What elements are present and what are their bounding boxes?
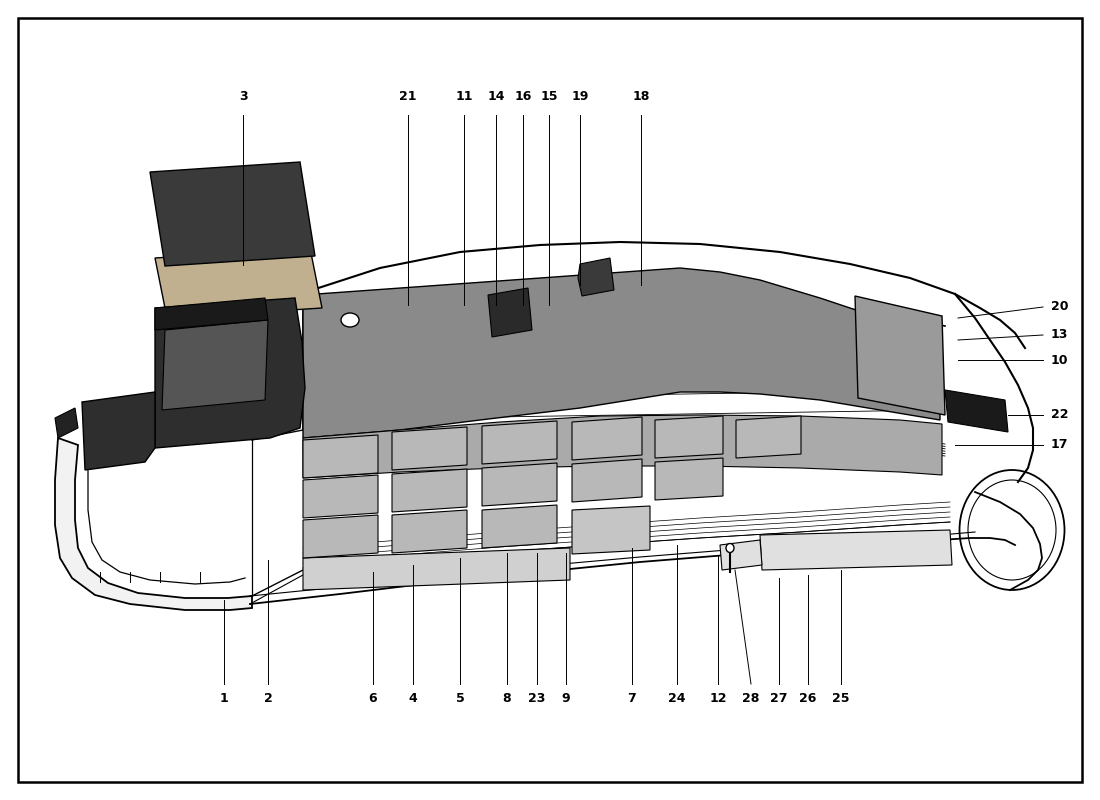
Text: 4: 4 — [408, 692, 417, 705]
Polygon shape — [302, 515, 378, 558]
Text: 2: 2 — [264, 692, 273, 705]
Polygon shape — [82, 392, 155, 470]
Text: 11: 11 — [455, 90, 473, 103]
Polygon shape — [488, 288, 532, 337]
Text: 27: 27 — [770, 692, 788, 705]
Text: 24: 24 — [669, 692, 685, 705]
Polygon shape — [736, 416, 801, 458]
Ellipse shape — [341, 313, 359, 327]
Text: 10: 10 — [1050, 354, 1068, 366]
Text: 26: 26 — [800, 692, 816, 705]
Text: 14: 14 — [487, 90, 505, 103]
Text: 25: 25 — [833, 692, 849, 705]
Polygon shape — [945, 390, 1008, 432]
Text: 18: 18 — [632, 90, 650, 103]
Polygon shape — [155, 298, 268, 330]
Polygon shape — [302, 435, 378, 478]
Text: 19: 19 — [571, 90, 588, 103]
Polygon shape — [55, 438, 252, 610]
Text: 22: 22 — [1050, 409, 1068, 422]
Ellipse shape — [726, 543, 734, 553]
Polygon shape — [654, 416, 723, 458]
Polygon shape — [482, 421, 557, 464]
Polygon shape — [578, 258, 614, 296]
Polygon shape — [150, 162, 315, 266]
Text: 23: 23 — [528, 692, 546, 705]
Text: 3: 3 — [239, 90, 248, 103]
Polygon shape — [572, 417, 642, 460]
Polygon shape — [572, 459, 642, 502]
Text: 13: 13 — [1050, 329, 1068, 342]
Polygon shape — [302, 548, 570, 590]
Polygon shape — [302, 475, 378, 518]
Polygon shape — [720, 540, 762, 570]
Polygon shape — [55, 408, 78, 438]
Text: 5: 5 — [455, 692, 464, 705]
Polygon shape — [392, 469, 468, 512]
Polygon shape — [482, 463, 557, 506]
Text: 1: 1 — [220, 692, 229, 705]
Polygon shape — [855, 296, 945, 415]
Text: 16: 16 — [515, 90, 531, 103]
Polygon shape — [302, 268, 940, 438]
Polygon shape — [155, 298, 305, 448]
Polygon shape — [392, 510, 468, 553]
Text: 20: 20 — [1050, 301, 1068, 314]
Polygon shape — [654, 458, 723, 500]
Polygon shape — [760, 530, 952, 570]
Polygon shape — [392, 427, 468, 470]
Polygon shape — [482, 505, 557, 548]
Text: 8: 8 — [503, 692, 512, 705]
Text: 21: 21 — [399, 90, 417, 103]
Polygon shape — [572, 506, 650, 554]
Text: 17: 17 — [1050, 438, 1068, 451]
Polygon shape — [162, 320, 268, 410]
Text: 12: 12 — [710, 692, 727, 705]
Text: 15: 15 — [540, 90, 558, 103]
Text: 28: 28 — [742, 692, 760, 705]
Text: 9: 9 — [562, 692, 570, 705]
Polygon shape — [302, 415, 942, 478]
Text: 6: 6 — [368, 692, 377, 705]
Polygon shape — [155, 248, 322, 318]
Text: 7: 7 — [628, 692, 637, 705]
